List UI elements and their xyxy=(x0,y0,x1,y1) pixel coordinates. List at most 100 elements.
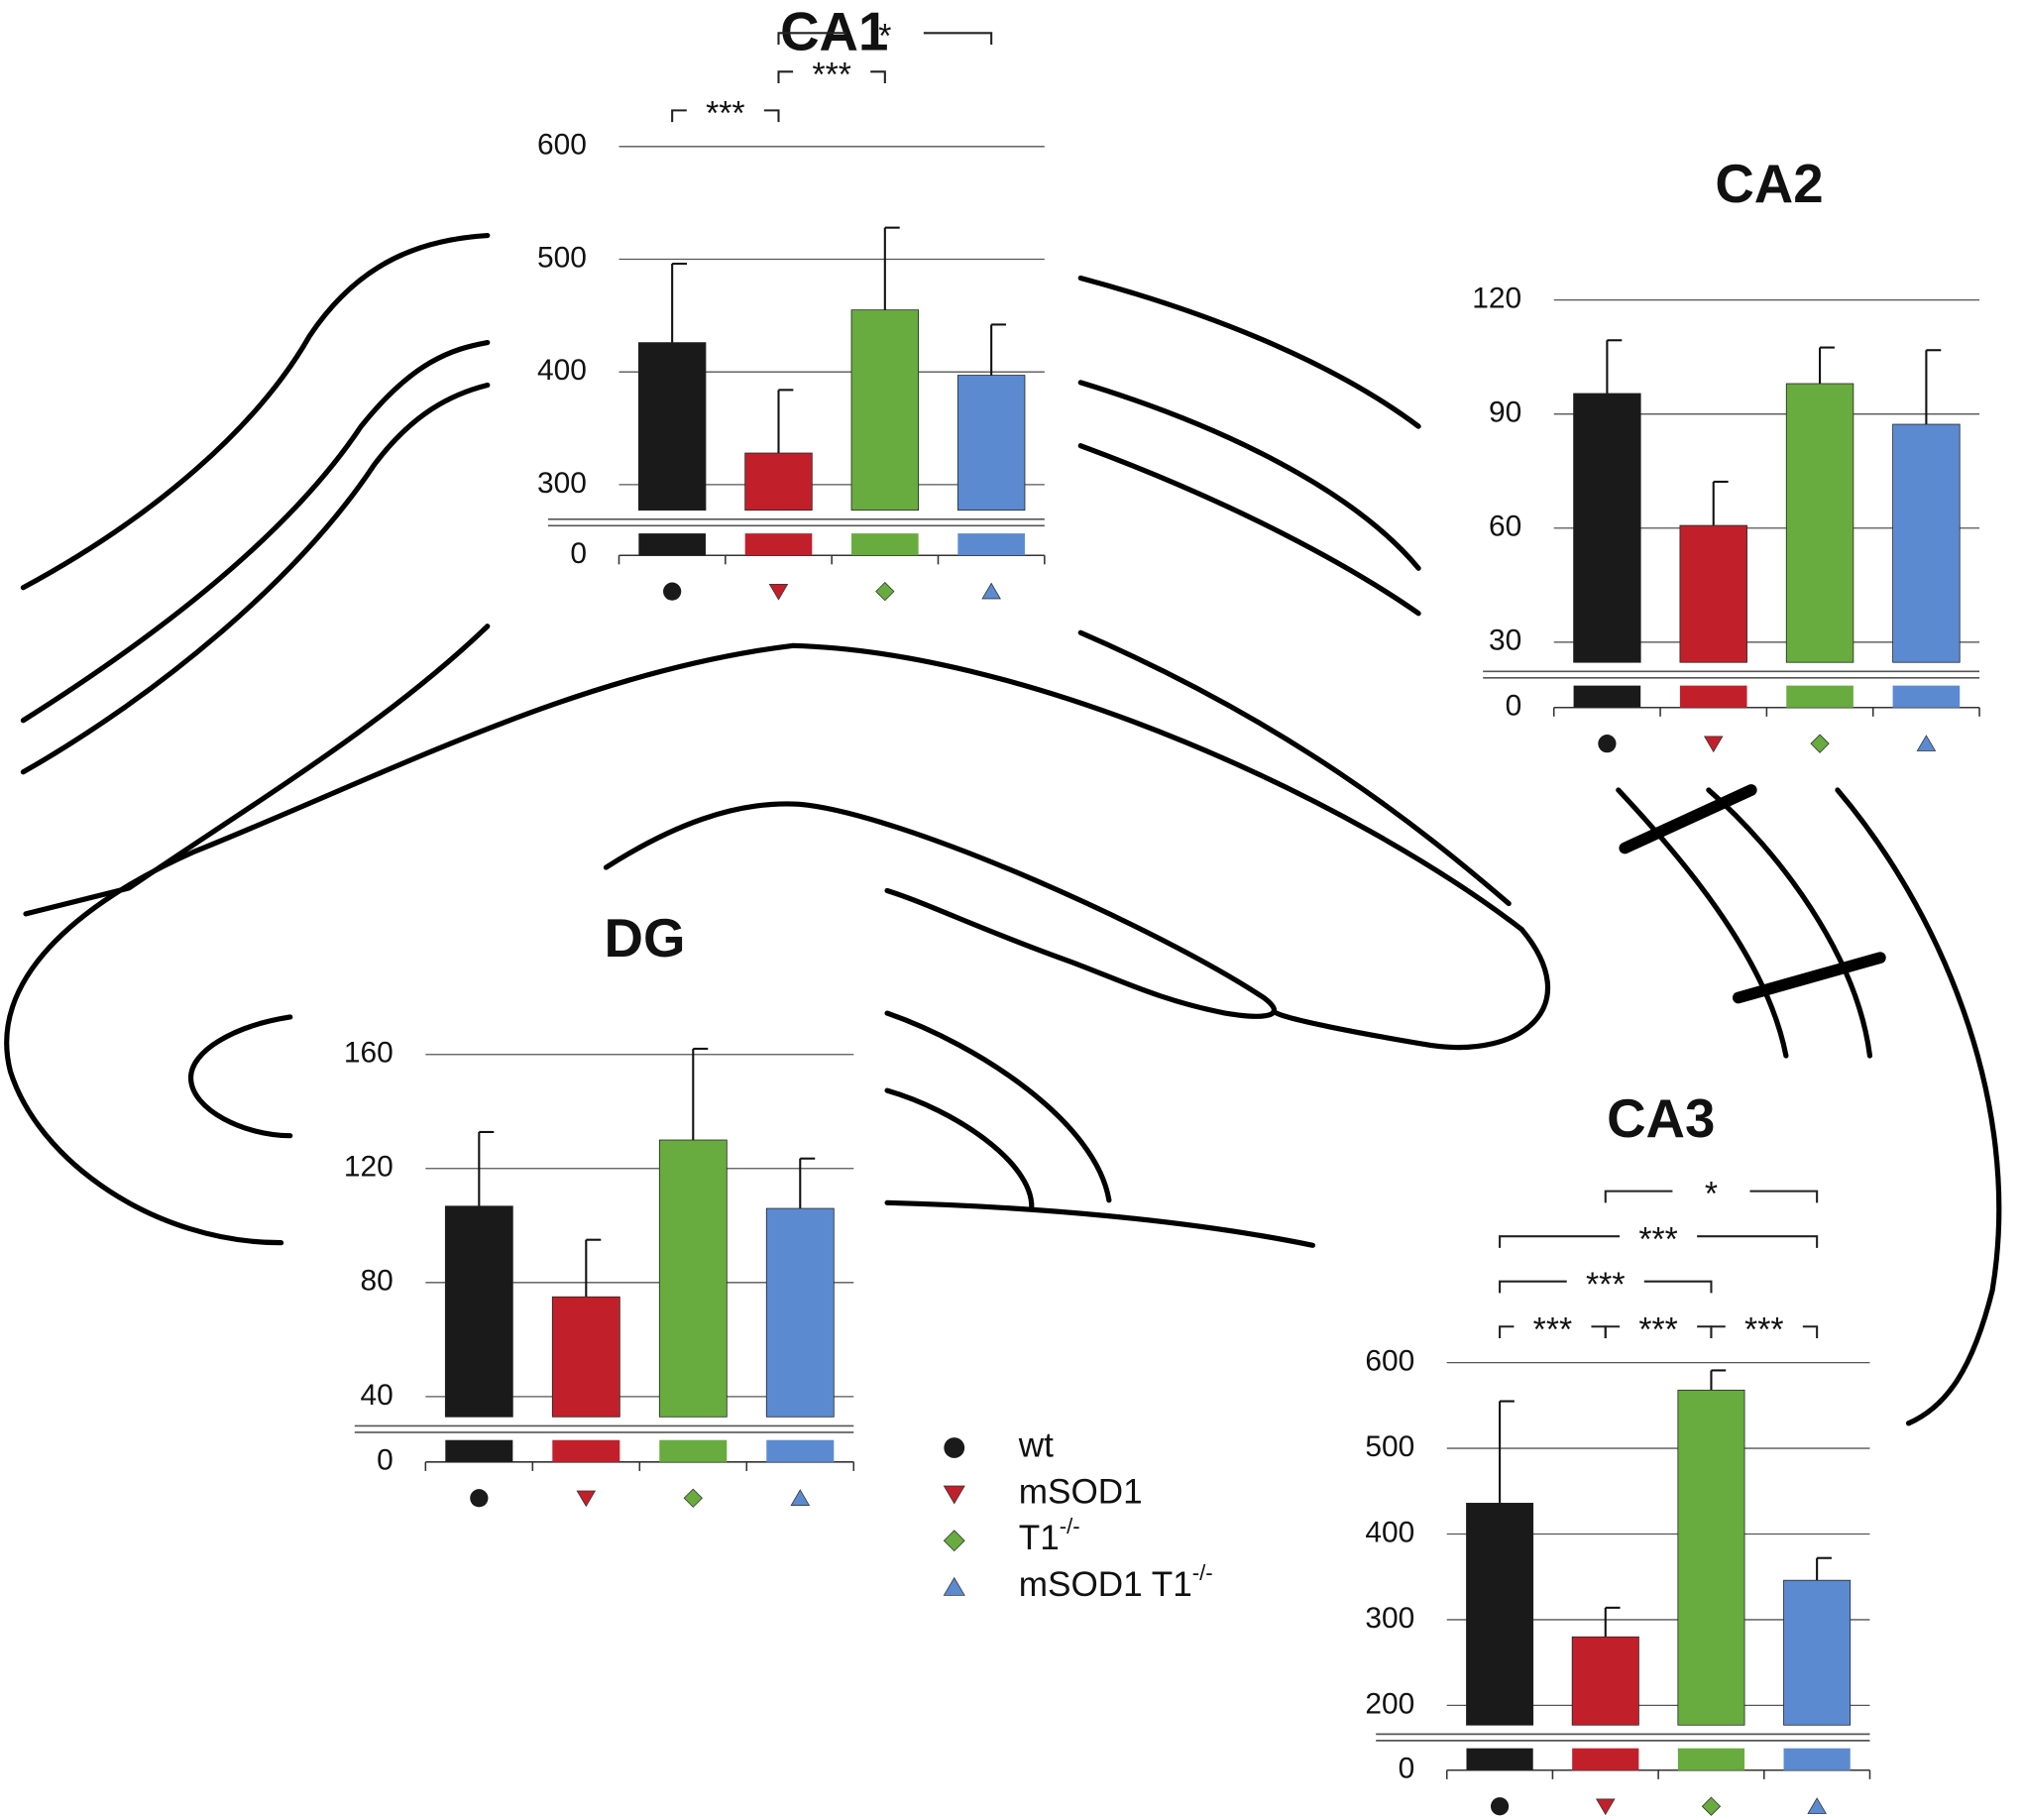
marker xyxy=(1598,735,1617,753)
y-tick-label: 0 xyxy=(377,1444,393,1477)
y-tick-label: 200 xyxy=(1365,1687,1414,1720)
bar xyxy=(1571,1636,1639,1726)
bar-base xyxy=(744,533,813,556)
legend-name: wt xyxy=(1018,1426,1054,1465)
significance-label: *** xyxy=(1586,1266,1625,1304)
y-tick-label: 600 xyxy=(1365,1345,1414,1378)
marker xyxy=(943,1530,965,1552)
legend-name: T1 xyxy=(1019,1519,1060,1557)
bar-base xyxy=(1573,685,1641,708)
bar-base xyxy=(1466,1748,1533,1770)
hippocampus-outline xyxy=(4,232,2002,1426)
y-tick-label: 120 xyxy=(344,1151,393,1184)
bar xyxy=(850,309,920,512)
bar xyxy=(551,1296,620,1418)
marker xyxy=(1807,1797,1827,1814)
bar-base xyxy=(445,1439,513,1462)
bar-base xyxy=(1783,1748,1851,1770)
legend-label: mSOD1 xyxy=(1019,1473,1143,1512)
legend-label: wt xyxy=(1018,1426,1054,1465)
significance-bracket xyxy=(777,70,886,84)
y-tick-label: 400 xyxy=(1365,1516,1414,1548)
marker xyxy=(768,583,789,601)
y-tick-label: 120 xyxy=(1472,283,1521,315)
marker xyxy=(943,1485,965,1505)
legend-name: mSOD1 xyxy=(1019,1473,1143,1512)
marker xyxy=(1595,1798,1616,1816)
significance-label: * xyxy=(878,17,891,55)
significance-bracket xyxy=(1499,1280,1713,1294)
significance-label: *** xyxy=(1638,1310,1677,1348)
y-tick-label: 160 xyxy=(344,1037,393,1070)
significance-label: *** xyxy=(1744,1310,1783,1348)
marker xyxy=(981,582,1001,600)
y-tick-label: 0 xyxy=(1399,1753,1415,1785)
marker xyxy=(944,1437,965,1458)
marker xyxy=(943,1576,965,1596)
bar xyxy=(1573,393,1641,663)
bar xyxy=(658,1139,728,1418)
y-tick-label: 500 xyxy=(1365,1430,1414,1463)
significance-bracket xyxy=(1710,1325,1819,1338)
legend-label: T1-/- xyxy=(1019,1514,1080,1557)
marker xyxy=(1703,736,1724,753)
legend-superscript: -/- xyxy=(1060,1514,1080,1538)
bar-base xyxy=(638,533,706,556)
y-tick-label: 500 xyxy=(537,241,587,274)
significance-label: * xyxy=(1705,1176,1718,1213)
y-tick-label: 600 xyxy=(537,129,587,162)
bar-base xyxy=(1679,685,1747,708)
y-tick-label: 60 xyxy=(1489,511,1521,543)
bar xyxy=(1892,423,1961,663)
marker xyxy=(470,1489,489,1508)
significance-bracket xyxy=(777,32,993,46)
marker xyxy=(790,1489,811,1506)
bar-base xyxy=(659,1439,728,1462)
bar xyxy=(744,452,813,512)
significance-bracket xyxy=(1499,1235,1819,1248)
marker xyxy=(1916,735,1937,751)
y-tick-label: 40 xyxy=(361,1379,393,1412)
y-tick-label: 30 xyxy=(1489,625,1521,657)
marker xyxy=(875,581,895,602)
bar-base xyxy=(1786,685,1854,708)
significance-label: *** xyxy=(812,56,850,93)
bar xyxy=(444,1205,513,1418)
y-tick-label: 0 xyxy=(570,537,587,570)
y-tick-label: 0 xyxy=(1506,690,1522,723)
bar xyxy=(956,375,1026,512)
bar-base xyxy=(957,533,1025,556)
chart-title: CA2 xyxy=(1715,154,1823,214)
y-tick-label: 90 xyxy=(1489,397,1521,429)
bar xyxy=(1783,1579,1852,1726)
bar-base xyxy=(851,533,919,556)
marker xyxy=(683,1488,703,1508)
bar xyxy=(765,1207,835,1418)
y-tick-label: 300 xyxy=(1365,1602,1414,1635)
bar-base xyxy=(1572,1748,1639,1770)
bar xyxy=(637,342,707,512)
marker xyxy=(663,582,682,601)
marker xyxy=(576,1490,597,1508)
significance-label: *** xyxy=(1638,1220,1677,1258)
y-tick-label: 400 xyxy=(537,354,587,387)
bar xyxy=(1677,1389,1745,1726)
legend-name: mSOD1 T1 xyxy=(1019,1565,1192,1604)
legend-superscript: -/- xyxy=(1192,1560,1213,1585)
marker xyxy=(1810,734,1830,753)
chart-title: CA1 xyxy=(780,1,888,61)
bar-base xyxy=(1892,685,1961,708)
bar xyxy=(1466,1503,1534,1726)
bar-base xyxy=(1677,1748,1745,1770)
y-tick-label: 300 xyxy=(537,467,587,500)
significance-label: *** xyxy=(1533,1310,1572,1348)
bar xyxy=(1785,383,1854,663)
chart-title: CA3 xyxy=(1607,1088,1715,1149)
legend-label: mSOD1 T1-/- xyxy=(1019,1560,1213,1604)
bar-base xyxy=(766,1439,835,1462)
marker xyxy=(1701,1796,1722,1816)
bar xyxy=(1679,524,1747,663)
significance-bracket xyxy=(671,109,780,123)
